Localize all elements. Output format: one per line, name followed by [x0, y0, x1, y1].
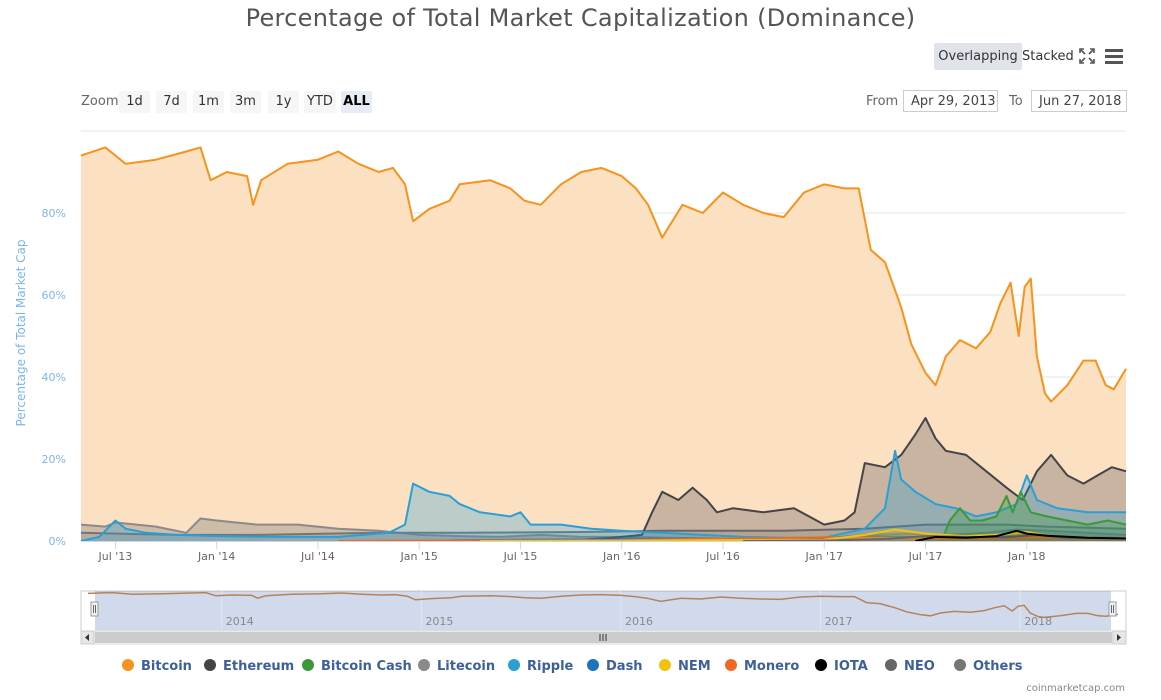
x-tick-label: Jan '14	[197, 550, 235, 563]
fullscreen-icon-svg	[1079, 48, 1095, 64]
to-label: To	[1009, 94, 1023, 109]
legend-marker-icon	[815, 659, 827, 671]
legend-label: NEO	[904, 659, 935, 674]
legend-marker-icon	[954, 659, 966, 671]
zoom-button-all[interactable]: ALL	[341, 91, 372, 113]
legend-item-ethereum[interactable]: Ethereum	[204, 659, 294, 674]
legend-marker-icon	[122, 659, 134, 671]
credits-link[interactable]: coinmarketcap.com	[1026, 683, 1125, 694]
series-line-others	[80, 523, 1127, 536]
x-tick-label: Jan '16	[602, 550, 640, 563]
legend-label: Ethereum	[223, 659, 295, 674]
zoom-button-1m[interactable]: 1m	[193, 91, 224, 113]
navigator-tick-label: 2017	[825, 615, 853, 628]
legend-marker-icon	[204, 659, 216, 671]
legend-label: Monero	[744, 659, 800, 674]
zoom-button-3m[interactable]: 3m	[230, 91, 261, 113]
x-tick-label: Jan '15	[399, 550, 437, 563]
legend-label: Litecoin	[437, 659, 496, 674]
y-tick-label: 20%	[42, 453, 66, 466]
zoom-button-ytd[interactable]: YTD	[304, 91, 336, 113]
navigator-handle-left[interactable]	[90, 601, 99, 617]
from-date-input[interactable]: Apr 29, 2013	[903, 90, 998, 112]
series-area-bitcoin	[81, 147, 1126, 541]
legend-label: Ripple	[527, 659, 574, 674]
x-tick-label: Jul '17	[908, 550, 943, 563]
series-area-ethereum	[540, 418, 1126, 541]
legend-marker-icon	[302, 659, 314, 671]
legend-item-others[interactable]: Others	[954, 659, 1023, 674]
navigator-tick-label: 2015	[425, 615, 453, 628]
series-line-ripple	[80, 449, 1126, 542]
legend-item-neo[interactable]: NEO	[885, 659, 935, 674]
legend-item-nem[interactable]: NEM	[659, 659, 711, 674]
menu-icon-svg	[1105, 49, 1123, 64]
legend-marker-icon	[508, 659, 520, 671]
series-line-iota	[915, 529, 1127, 542]
legend-marker-icon	[725, 659, 737, 671]
legend-item-bitcoin-cash[interactable]: Bitcoin Cash	[302, 659, 412, 674]
navigator-tick-label: 2016	[625, 615, 653, 628]
x-tick-label: Jul '16	[705, 550, 740, 563]
x-tick-label: Jan '17	[805, 550, 843, 563]
fullscreen-icon[interactable]	[1078, 47, 1098, 65]
legend-marker-icon	[418, 659, 430, 671]
arrow-right-icon	[1117, 634, 1121, 641]
zoom-label: Zoom	[81, 94, 119, 109]
legend-label: Others	[973, 659, 1023, 674]
navigator-tick-label: 2018	[1024, 615, 1052, 628]
legend-label: Bitcoin Cash	[321, 659, 412, 674]
legend-label: Dash	[606, 659, 643, 674]
series-area-bitcoin-cash	[941, 491, 1126, 541]
overlapping-button[interactable]: Overlapping	[934, 43, 1022, 70]
y-axis-title: Percentage of Total Market Cap	[14, 240, 28, 427]
x-tick-label: Jul '15	[503, 550, 538, 563]
legend-item-bitcoin[interactable]: Bitcoin	[122, 659, 192, 674]
navigator-handle-right[interactable]	[1108, 601, 1117, 617]
x-tick-label: Jan '18	[1007, 550, 1045, 563]
menu-icon[interactable]	[1104, 47, 1124, 65]
legend-marker-icon	[659, 659, 671, 671]
legend-marker-icon	[587, 659, 599, 671]
navigator-selection[interactable]	[95, 591, 1111, 631]
y-tick-label: 0%	[49, 535, 66, 548]
legend-item-litecoin[interactable]: Litecoin	[418, 659, 495, 674]
zoom-button-1y[interactable]: 1y	[268, 91, 299, 113]
legend-item-dash[interactable]: Dash	[587, 659, 643, 674]
legend-label: IOTA	[834, 659, 868, 674]
y-tick-label: 40%	[42, 371, 66, 384]
legend-item-ripple[interactable]: Ripple	[508, 659, 573, 674]
y-tick-label: 60%	[42, 289, 66, 302]
x-tick-label: Jul '14	[300, 550, 335, 563]
y-tick-label: 80%	[42, 207, 66, 220]
zoom-button-7d[interactable]: 7d	[156, 91, 187, 113]
to-date-input[interactable]: Jun 27, 2018	[1031, 90, 1127, 112]
legend-label: NEM	[678, 659, 711, 674]
series-line-litecoin	[80, 517, 1127, 540]
arrow-left-icon	[85, 634, 89, 641]
legend-item-monero[interactable]: Monero	[725, 659, 799, 674]
series-line-ethereum	[540, 417, 1127, 542]
navigator-tick-label: 2014	[226, 615, 254, 628]
legend-label: Bitcoin	[141, 659, 192, 674]
navigator-series-line	[87, 591, 1119, 619]
x-tick-label: Jul '13	[98, 550, 133, 563]
from-label: From	[866, 94, 899, 109]
chart-title: Percentage of Total Market Capitalizatio…	[245, 4, 916, 32]
stacked-button[interactable]: Stacked	[1022, 49, 1074, 64]
series-line-bitcoin	[80, 146, 1127, 403]
zoom-button-1d[interactable]: 1d	[119, 91, 150, 113]
legend-marker-icon	[885, 659, 897, 671]
series-line-bitcoin-cash	[940, 490, 1127, 542]
legend-item-iota[interactable]: IOTA	[815, 659, 868, 674]
